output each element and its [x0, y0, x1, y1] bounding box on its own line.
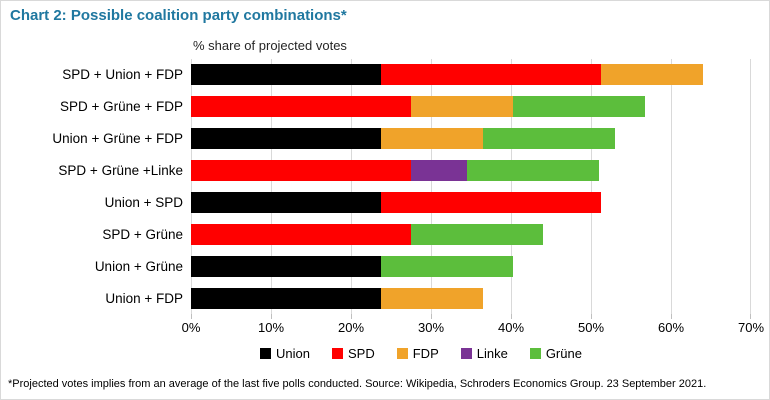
- gridline: [591, 59, 592, 314]
- tick-label: 0%: [181, 320, 201, 335]
- bar-segment-fdp: [381, 128, 483, 150]
- gridline: [671, 59, 672, 314]
- tick-label: 50%: [577, 320, 605, 335]
- legend-item-union: Union: [260, 346, 310, 361]
- bar-rows: [191, 59, 751, 314]
- stacked-bar: [191, 160, 751, 182]
- bar-row: [191, 250, 751, 282]
- bar-row: [191, 218, 751, 250]
- gridline: [750, 59, 751, 314]
- tick-mark: [351, 314, 352, 319]
- bar-segment-spd: [191, 223, 411, 245]
- bar-row: [191, 123, 751, 155]
- chart-subtitle: % share of projected votes: [193, 38, 347, 53]
- bar-segment-grune: [411, 223, 543, 245]
- bar-row: [191, 187, 751, 219]
- tick-mark: [750, 314, 751, 319]
- category-axis: SPD + Union + FDP SPD + Grüne + FDP Union …: [1, 59, 183, 314]
- category-label: Union + FDP: [105, 290, 183, 306]
- bar-segment-grune: [467, 160, 599, 182]
- legend-item-grune: Grüne: [529, 345, 582, 361]
- gridline: [271, 59, 272, 314]
- tick-label: 30%: [417, 320, 445, 335]
- legend-item-fdp: FDP: [396, 345, 439, 361]
- category-label: SPD + Grüne + FDP: [59, 99, 183, 115]
- bar-row: [191, 155, 751, 187]
- bar-segment-linke: [411, 160, 467, 182]
- bar-segment-spd: [381, 64, 602, 86]
- tick-label: 40%: [497, 320, 525, 335]
- bar-segment-union: [191, 191, 382, 213]
- legend-label: FDP: [412, 345, 439, 361]
- bar-row: [191, 91, 751, 123]
- gridline: [351, 59, 352, 314]
- x-axis: 0% 10% 20% 30% 40% 50% 60% 70%: [182, 314, 764, 338]
- stacked-bar: [191, 287, 751, 309]
- tick-label: 10%: [257, 320, 285, 335]
- legend-swatch-icon: [332, 347, 343, 359]
- footnote: *Projected votes implies from an average…: [8, 378, 707, 390]
- category-label: Union + SPD: [104, 194, 183, 210]
- legend-swatch-icon: [396, 347, 408, 359]
- legend-item-linke: Linke: [460, 345, 508, 361]
- category-label: Union + Grüne + FDP: [52, 131, 183, 147]
- tick-label: 70%: [737, 320, 765, 335]
- bar-segment-union: [191, 64, 382, 86]
- tick-mark: [191, 314, 192, 319]
- tick-mark: [431, 314, 432, 319]
- legend-label: SPD: [348, 345, 375, 361]
- stacked-bar: [191, 64, 751, 86]
- tick-mark: [271, 314, 272, 319]
- plot-area: [191, 59, 751, 314]
- tick-mark: [591, 314, 592, 319]
- gridline: [431, 59, 432, 314]
- tick-mark: [671, 314, 672, 319]
- chart-title: Chart 2: Possible coalition party combin…: [10, 7, 347, 24]
- legend-label: Linke: [476, 345, 508, 361]
- bar-row: [191, 282, 751, 314]
- legend-label: Union: [276, 345, 310, 361]
- bar-segment-grune: [482, 128, 615, 150]
- category-label: SPD + Union + FDP: [62, 67, 183, 83]
- tick-label: 60%: [657, 320, 685, 335]
- legend-swatch-icon: [529, 347, 541, 359]
- bar-segment-fdp: [411, 96, 513, 118]
- category-label: SPD + Grüne: [102, 226, 183, 242]
- gridline: [511, 59, 512, 314]
- bar-segment-spd: [191, 160, 411, 182]
- legend-swatch-icon: [260, 347, 272, 359]
- bar-segment-fdp: [381, 287, 483, 309]
- stacked-bar: [191, 128, 751, 150]
- stacked-bar: [191, 223, 751, 245]
- bar-segment-spd: [381, 191, 602, 213]
- category-label: SPD + Grüne +Linke: [58, 163, 183, 179]
- legend: Union SPD FDP Linke Grüne: [71, 344, 769, 362]
- stacked-bar: [191, 191, 751, 213]
- legend-item-spd: SPD: [332, 346, 375, 361]
- bar-segment-spd: [191, 96, 411, 118]
- legend-label: Grüne: [545, 345, 582, 361]
- bar-row: [191, 59, 751, 91]
- tick-label: 20%: [337, 320, 365, 335]
- tick-mark: [511, 314, 512, 319]
- legend-swatch-icon: [460, 347, 472, 359]
- stacked-bar: [191, 96, 751, 118]
- bar-segment-union: [191, 287, 382, 309]
- bar-segment-union: [191, 255, 382, 277]
- bar-segment-fdp: [601, 64, 703, 86]
- bar-segment-grune: [512, 96, 645, 118]
- category-label: Union + Grüne: [94, 258, 183, 274]
- bar-segment-union: [191, 128, 382, 150]
- gridline: [191, 59, 192, 314]
- stacked-bar: [191, 255, 751, 277]
- bar-segment-grune: [381, 255, 514, 277]
